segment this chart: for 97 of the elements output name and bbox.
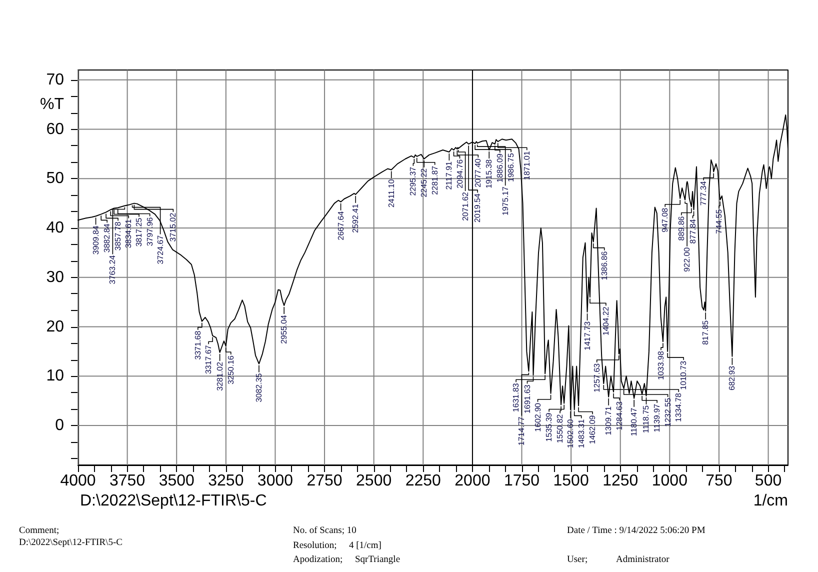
x-tick-label: 2000 [454, 472, 490, 490]
x-tick-label: 4000 [60, 472, 96, 490]
annotation: 3909.84 [91, 225, 100, 255]
annotation: 3763.24 [108, 254, 118, 284]
annotation: 3715.02 [168, 212, 178, 242]
x-tick-label: 2750 [306, 472, 342, 490]
y-tick-label: 60 [46, 120, 64, 138]
annotation: 1535.39 [544, 412, 554, 442]
annotation: 1691.63 [522, 384, 532, 414]
text: Resolution; [293, 541, 337, 551]
annotation: 1550.82 [556, 414, 565, 444]
annotation: 1309.71 [604, 406, 614, 436]
text: D:\2022\Sept\12-FTIR\5-C [19, 538, 122, 548]
text: Comment; [19, 526, 60, 536]
y-tick-label: 40 [46, 220, 64, 236]
annotation: 1334.78 [674, 392, 684, 422]
x-tick-label: 3250 [208, 472, 244, 490]
annotation: 3724.67 [156, 234, 165, 264]
annotation: 2667.64 [336, 210, 346, 240]
text: 4 [1/cm] [349, 541, 382, 551]
y-tick-label: 70 [46, 71, 64, 88]
annotation: 3857.78 [114, 221, 123, 251]
y-tick-label: 50 [46, 170, 64, 188]
annotation: 2295.37 [408, 166, 418, 196]
annotation: 3817.25 [134, 217, 144, 247]
x-tick-label: 1750 [504, 472, 540, 490]
annotation: 1915.38 [484, 158, 494, 188]
annotation: 1871.01 [522, 150, 532, 180]
y-axis-title: %T [40, 96, 64, 114]
x-tick-label: 3000 [257, 472, 294, 490]
x-axis-title: 1/cm [753, 492, 788, 510]
text: SqrTriangle [355, 555, 400, 565]
annotation: 682.93 [728, 365, 737, 390]
annotation: 889.86 [676, 216, 686, 241]
annotation: 1602.90 [533, 402, 542, 432]
annotation: 922.00 [682, 246, 692, 272]
annotation: 744.55 [714, 208, 724, 234]
annotation: 2117.91 [444, 160, 454, 190]
annotation: 1404.22 [601, 306, 610, 336]
annotation: 2245.22 [420, 168, 429, 198]
annotation: 947.08 [660, 207, 670, 232]
annotation: 1417.73 [582, 320, 592, 350]
annotation: 777.34 [699, 180, 708, 206]
y-tick-label: 0 [55, 417, 64, 434]
annotation: 2281.87 [430, 165, 440, 195]
annotation: 877.84 [688, 218, 698, 244]
annotation: 1986.75 [506, 152, 516, 182]
annotation: 2019.54 [473, 193, 482, 222]
text: Administrator [616, 555, 670, 565]
annotation: 3882.84 [102, 223, 112, 253]
annotation: 3250.16 [226, 354, 236, 384]
x-tick-label: 3750 [110, 472, 146, 490]
annotation: 3317.67 [204, 344, 214, 374]
annotation: 1502.60 [566, 418, 576, 448]
annotation: 1714.77 [517, 416, 526, 446]
annotation: 1257.63 [592, 362, 602, 392]
annotation: 1483.31 [576, 418, 586, 448]
annotation: 1975.17 [500, 186, 510, 216]
annotation: 1118.75 [642, 404, 651, 434]
annotation: 1033.98 [656, 350, 666, 380]
y-tick-label: 30 [46, 268, 64, 286]
annotation: 1180.47 [630, 407, 639, 436]
annotation: 2592.41 [351, 203, 360, 233]
annotation: 1462.09 [588, 414, 598, 444]
x-tick-label: 3500 [158, 472, 195, 490]
annotation: 1010.73 [679, 360, 688, 390]
annotation: 1284.63 [615, 400, 624, 430]
annotation: 2955.04 [280, 314, 289, 344]
annotation: 2411.10 [386, 178, 396, 208]
annotation: 817.85 [701, 320, 710, 345]
annotation: 2077.40 [474, 158, 483, 188]
annotation: 2094.76 [455, 158, 464, 188]
text: User; [567, 555, 588, 565]
text: Apodization; [293, 555, 343, 565]
annotation: 1232.55 [663, 397, 672, 427]
y-tick-label: 20 [46, 318, 64, 336]
annotation: 3797.96 [145, 216, 154, 246]
x-tick-label: 2250 [405, 472, 442, 490]
text: No. of Scans; 10 [293, 526, 357, 536]
y-tick-label: 10 [46, 368, 64, 385]
annotation: 3834.61 [124, 218, 134, 248]
text: D:\2022\Sept\12-FTIR\5-C [80, 492, 267, 510]
annotation: 3371.68 [193, 330, 202, 360]
annotation: 3281.02 [215, 361, 224, 391]
annotation: 1631.83 [512, 382, 521, 412]
annotation: 1386.86 [600, 250, 609, 280]
annotation: 3082.35 [254, 372, 264, 402]
text: Date / Time : 9/14/2022 5:06:20 PM [567, 526, 706, 536]
x-tick-label: 2500 [356, 472, 392, 490]
x-tick-label: 750 [706, 472, 732, 490]
annotation: 1886.09 [495, 153, 504, 182]
annotation: 1139.97 [652, 403, 662, 432]
x-tick-label: 1500 [553, 472, 589, 490]
x-tick-label: 1250 [602, 472, 638, 490]
x-tick-label: 1000 [652, 472, 688, 490]
x-tick-label: 500 [754, 472, 782, 490]
annotation: 2071.62 [460, 191, 470, 221]
